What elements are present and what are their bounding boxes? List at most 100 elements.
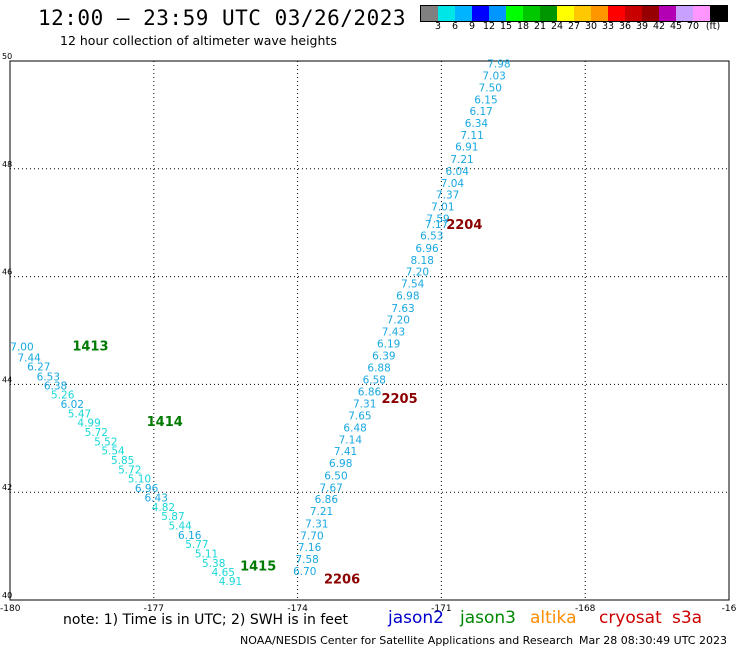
pass-number-label: 2205	[381, 392, 417, 407]
swh-observation: 6.70	[293, 566, 316, 578]
latitude-tick-label: 46	[2, 268, 12, 277]
swh-observation: 5.52	[94, 437, 117, 449]
latitude-tick-label: 44	[2, 375, 12, 384]
swh-observation: 7.54	[401, 279, 425, 291]
swh-observation: 7.65	[348, 411, 371, 423]
swh-observation: 7.58	[295, 554, 318, 566]
colorbar-swatch	[557, 6, 574, 21]
swh-observation: 5.72	[85, 427, 108, 439]
swh-observation: 7.17	[425, 219, 448, 231]
colorbar-swatch	[489, 6, 506, 21]
colorbar-swatch	[523, 6, 540, 21]
map-title: 12:00 – 23:59 UTC 03/26/2023	[38, 6, 407, 30]
swh-observation: 6.04	[446, 166, 470, 178]
swh-observation: 6.88	[367, 363, 390, 375]
swh-observation: 5.10	[128, 474, 151, 486]
swh-observation: 5.11	[195, 549, 218, 561]
pass-number-label: 2204	[446, 218, 482, 233]
swh-observation: 7.20	[406, 267, 429, 279]
swh-observation: 6.48	[343, 423, 366, 435]
latitude-tick-label: 42	[2, 483, 12, 492]
pass-number-label: 1415	[240, 560, 276, 575]
swh-observation: 6.38	[44, 380, 67, 392]
swh-observation: 6.27	[27, 362, 50, 374]
swh-observation: 6.53	[420, 231, 443, 243]
swh-observation: 5.72	[118, 465, 141, 477]
swh-observation: 7.01	[431, 202, 454, 214]
swh-observation: 7.20	[387, 315, 410, 327]
colorbar-label: 12	[482, 21, 496, 32]
swh-observation: 7.50	[479, 82, 502, 94]
legend-s3a: s3a	[672, 608, 703, 628]
colorbar-label: 27	[567, 21, 581, 32]
colorbar-label: 39	[635, 21, 649, 32]
swh-observation: 5.77	[185, 539, 208, 551]
swh-observation: 7.00	[10, 342, 33, 354]
swh-observation: 8.18	[411, 255, 434, 267]
swh-observation: 6.86	[315, 494, 339, 506]
swh-observation: 5.38	[202, 558, 225, 570]
legend-altika: altika	[530, 608, 577, 628]
colorbar-label: 3	[434, 21, 442, 32]
longitude-tick-label: -177	[144, 604, 164, 614]
swh-observation: 6.58	[363, 375, 386, 387]
swh-observation: 7.37	[436, 190, 459, 202]
swh-observation: 6.86	[358, 386, 382, 398]
colorbar-label: 42	[652, 21, 666, 32]
swh-observation: 4.99	[77, 418, 100, 430]
plot-frame	[9, 60, 730, 601]
swh-observation: 6.19	[377, 338, 400, 350]
longitude-tick-label: -174	[287, 604, 308, 614]
swh-observation: 6.02	[61, 399, 84, 411]
swh-observation: 7.70	[300, 530, 323, 542]
swh-observation: 7.21	[310, 506, 333, 518]
latitude-tick-label: 50	[2, 52, 12, 61]
swh-observation: 7.31	[353, 398, 376, 410]
pass-number-label: 1413	[72, 340, 108, 355]
colorbar-label: 9	[468, 21, 476, 32]
map-subtitle: 12 hour collection of altimeter wave hei…	[60, 33, 337, 48]
swh-observation: 5.44	[168, 521, 192, 533]
swh-observation: 5.47	[68, 409, 91, 421]
swh-observation: 7.67	[319, 482, 342, 494]
swh-observation: 5.54	[101, 446, 125, 458]
swh-colorbar	[420, 5, 728, 22]
swh-observation: 7.41	[334, 446, 357, 458]
colorbar-swatch	[472, 6, 489, 21]
swh-observation: 6.98	[329, 458, 352, 470]
swh-observation: 7.03	[482, 71, 505, 83]
colorbar-label: 45	[669, 21, 683, 32]
colorbar-swatch	[676, 6, 693, 21]
credit-line: NOAA/NESDIS Center for Satellite Applica…	[240, 634, 574, 647]
colorbar-swatch	[574, 6, 591, 21]
colorbar-label: 21	[533, 21, 547, 32]
pass-number-label: 1414	[147, 415, 183, 430]
swh-observation: 5.85	[111, 455, 134, 467]
swh-observation: 5.26	[51, 390, 75, 402]
swh-observation: 7.14	[339, 434, 363, 446]
swh-observation: 6.43	[145, 493, 168, 505]
swh-observation: 6.39	[372, 350, 395, 362]
latitude-tick-label: 48	[2, 160, 12, 169]
colorbar-swatch	[642, 6, 659, 21]
colorbar-swatch	[438, 6, 455, 21]
swh-observation: 7.11	[460, 130, 483, 142]
colorbar-swatch	[659, 6, 676, 21]
swh-observation: 4.65	[212, 567, 235, 579]
swh-observation: 7.04	[441, 178, 465, 190]
swh-observation: 7.59	[426, 213, 449, 225]
swh-observation: 7.21	[450, 154, 473, 166]
colorbar-label: 36	[618, 21, 632, 32]
colorbar-swatch	[693, 6, 710, 21]
colorbar-unit: (ft)	[705, 21, 721, 32]
colorbar-label: 6	[451, 21, 459, 32]
swh-observation: 6.91	[455, 142, 478, 154]
colorbar-swatch	[710, 6, 727, 21]
swh-observation: 5.87	[161, 511, 184, 523]
legend-jason2: jason2	[388, 608, 444, 628]
colorbar-swatch	[455, 6, 472, 21]
colorbar-swatch	[625, 6, 642, 21]
swh-observation: 7.98	[487, 59, 510, 71]
colorbar-swatch	[591, 6, 608, 21]
